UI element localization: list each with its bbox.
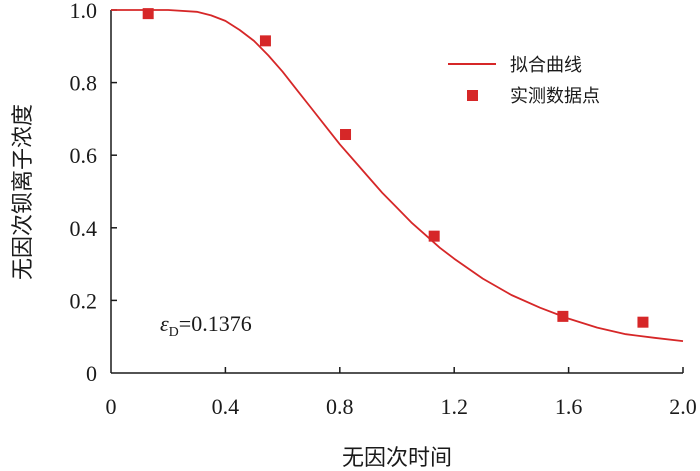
epsilon-symbol: ε: [160, 311, 169, 336]
y-tick-label: 0.4: [70, 216, 98, 241]
measured-data-point: [557, 310, 569, 322]
measured-data-point: [428, 230, 440, 242]
y-tick-label: 0: [86, 361, 97, 386]
fit-curve-line: [111, 9, 684, 342]
measured-data-point: [637, 316, 649, 328]
x-tick-label: 0.8: [326, 394, 354, 419]
measured-data-point: [142, 8, 154, 20]
y-tick-label: 0.2: [70, 288, 98, 313]
x-tick-label: 1.6: [555, 394, 583, 419]
x-tick-label: 1.2: [440, 394, 468, 419]
legend-label-fit-curve: 拟合曲线: [510, 55, 582, 76]
y-tick-label: 1.0: [70, 0, 98, 23]
measured-data-point: [259, 35, 271, 47]
legend-label-measured-points: 实测数据点: [510, 86, 600, 107]
x-tick-label: 0.4: [212, 394, 240, 419]
y-ticks: 0 0.2 0.4 0.6 0.8 1.0: [70, 0, 117, 386]
y-axis-title: 无因次钡离子浓度: [11, 104, 36, 280]
x-ticks: 0 0.4 0.8 1.2 1.6 2.0: [106, 367, 697, 419]
axes: [110, 10, 683, 374]
y-tick-label: 0.6: [70, 143, 98, 168]
x-tick-label: 2.0: [669, 394, 697, 419]
epsilon-annotation: εD=0.1376: [160, 311, 252, 340]
x-axis-title: 无因次时间: [342, 446, 452, 471]
x-tick-label: 0: [106, 394, 117, 419]
legend: 拟合曲线 实测数据点: [448, 55, 600, 107]
epsilon-subscript: D: [169, 325, 179, 340]
y-tick-label: 0.8: [70, 71, 98, 96]
legend-marker-swatch: [467, 90, 478, 101]
series-layer: [111, 8, 684, 342]
epsilon-value: =0.1376: [179, 311, 252, 336]
measured-data-point: [340, 129, 352, 141]
